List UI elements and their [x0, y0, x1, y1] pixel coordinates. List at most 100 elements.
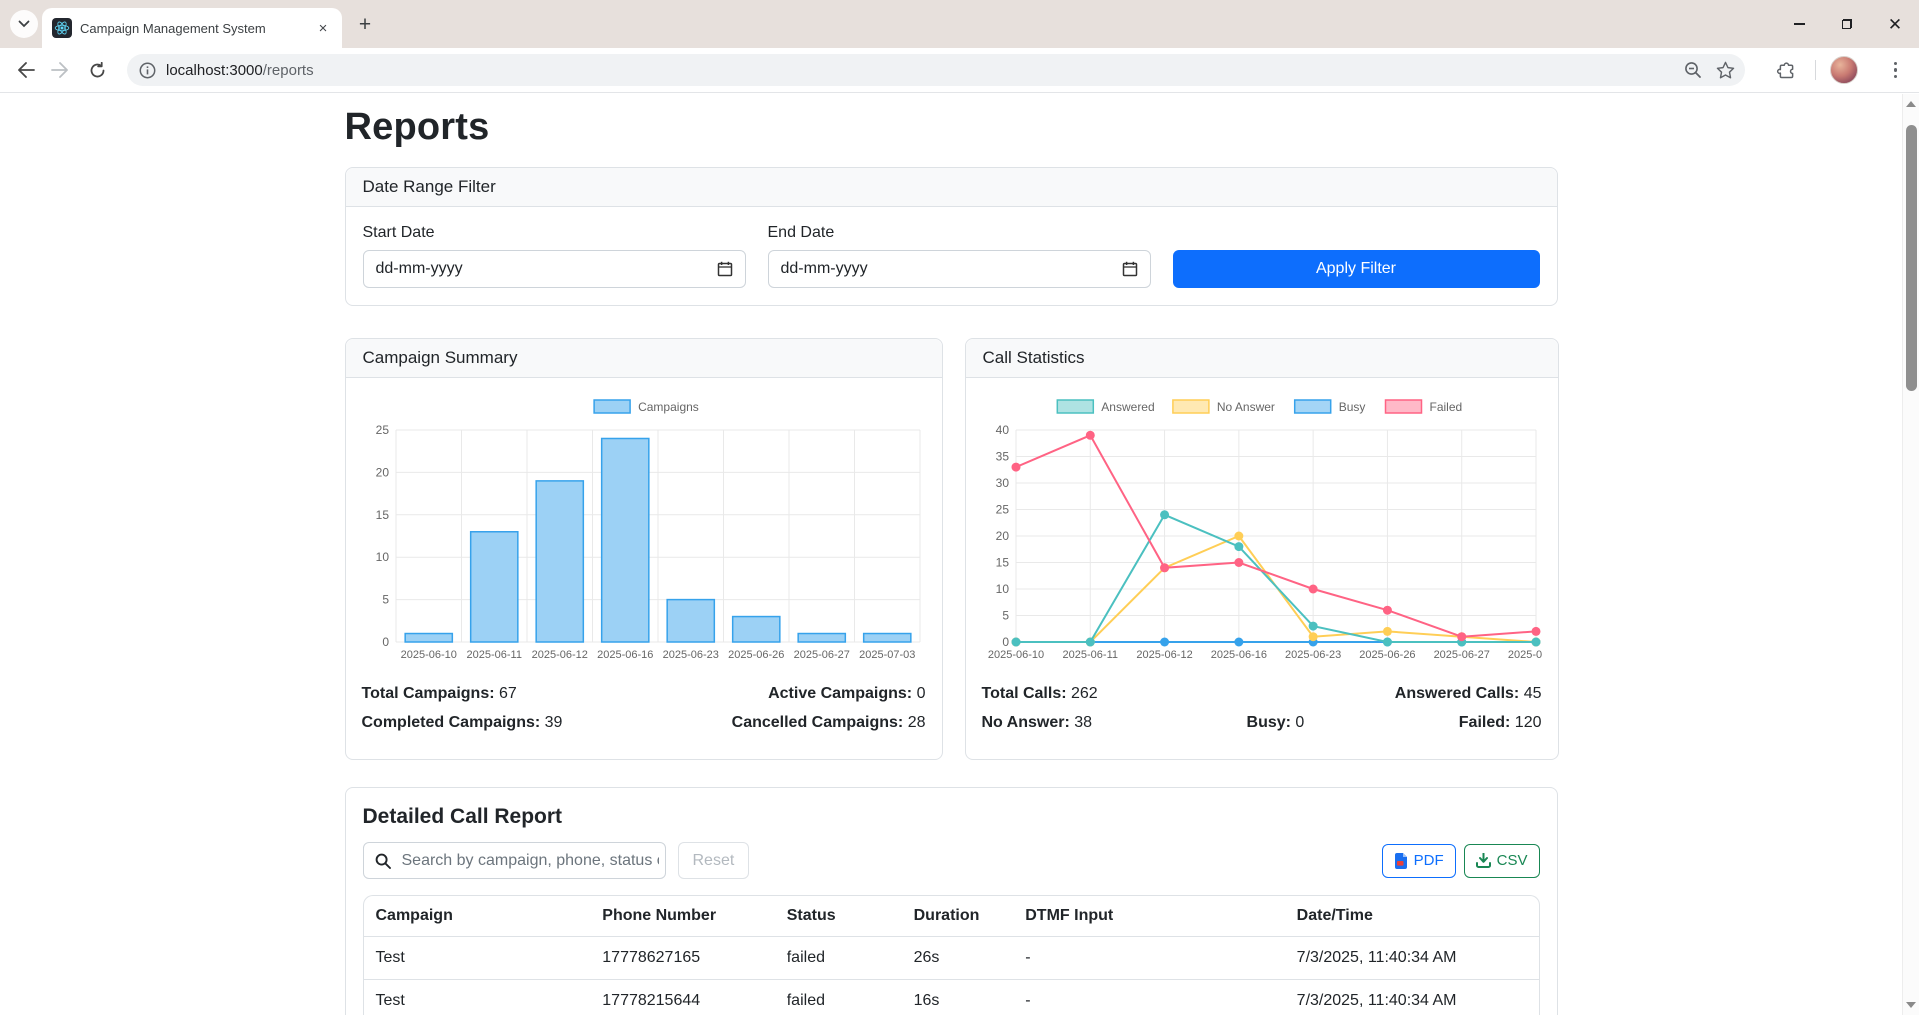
- reload-icon: [89, 62, 106, 79]
- table-header-row: CampaignPhone NumberStatusDurationDTMF I…: [364, 896, 1539, 937]
- svg-text:2025-06-16: 2025-06-16: [1210, 649, 1266, 661]
- tab-search-button[interactable]: [10, 10, 38, 38]
- browser-tab[interactable]: Campaign Management System ×: [42, 8, 342, 48]
- svg-text:2025-06-26: 2025-06-26: [728, 649, 784, 661]
- browser-menu-button[interactable]: [1890, 54, 1902, 86]
- svg-text:20: 20: [375, 465, 389, 479]
- vertical-scrollbar[interactable]: [1902, 94, 1919, 1015]
- table-header-cell: Phone Number: [590, 896, 774, 937]
- call-statistics-line-chart: AnsweredNo AnswerBusyFailed0510152025303…: [982, 394, 1542, 672]
- scrollbar-thumb[interactable]: [1906, 125, 1917, 391]
- svg-text:2025-07-03: 2025-07-03: [859, 649, 915, 661]
- back-button[interactable]: [12, 56, 40, 84]
- csv-download-icon: [1476, 853, 1491, 868]
- end-date-field: End Date dd-mm-yyyy: [768, 224, 1151, 288]
- table-header-cell: Duration: [902, 896, 1014, 937]
- address-bar-actions: [1684, 54, 1735, 86]
- forward-button[interactable]: [46, 56, 74, 84]
- table-header-cell: Status: [775, 896, 902, 937]
- table-cell: Test: [364, 937, 591, 980]
- svg-text:2025-06-10: 2025-06-10: [400, 649, 456, 661]
- stat-no-answer: No Answer: 38: [982, 714, 1093, 732]
- address-bar[interactable]: localhost:3000/reports: [127, 54, 1745, 86]
- tab-strip: Campaign Management System × + ✕: [0, 0, 1919, 48]
- reload-button[interactable]: [83, 56, 111, 84]
- extensions-button[interactable]: [1776, 54, 1797, 86]
- profile-button[interactable]: [1830, 54, 1858, 86]
- svg-text:2025-06-23: 2025-06-23: [1285, 649, 1341, 661]
- end-date-value: dd-mm-yyyy: [781, 260, 868, 278]
- table-header-cell: Date/Time: [1285, 896, 1539, 937]
- minimize-button[interactable]: [1775, 0, 1823, 48]
- react-favicon-icon: [52, 18, 72, 38]
- csv-export-button[interactable]: CSV: [1464, 844, 1540, 878]
- bookmark-star-icon[interactable]: [1716, 61, 1735, 79]
- call-statistics-card: Call Statistics AnsweredNo AnswerBusyFai…: [965, 338, 1559, 760]
- svg-text:Busy: Busy: [1338, 400, 1365, 414]
- back-icon: [17, 62, 35, 78]
- search-input[interactable]: [402, 852, 665, 870]
- search-icon: [364, 853, 402, 869]
- three-dots-menu-icon: [1890, 58, 1902, 83]
- campaign-summary-stats: Total Campaigns: 67 Active Campaigns: 0 …: [362, 685, 926, 732]
- svg-text:5: 5: [1002, 609, 1009, 623]
- close-window-button[interactable]: ✕: [1871, 0, 1919, 48]
- reset-button[interactable]: Reset: [678, 842, 750, 879]
- svg-text:Campaigns: Campaigns: [638, 400, 699, 414]
- search-group: [363, 842, 666, 879]
- table-cell: failed: [775, 937, 902, 980]
- svg-text:30: 30: [995, 476, 1009, 490]
- pdf-export-button[interactable]: PDF: [1382, 844, 1456, 878]
- report-title: Detailed Call Report: [363, 805, 1540, 829]
- url-path: /reports: [263, 62, 314, 79]
- calendar-icon[interactable]: [717, 261, 733, 277]
- stat-total-calls: Total Calls: 262: [982, 685, 1098, 703]
- apply-filter-button[interactable]: Apply Filter: [1173, 250, 1540, 288]
- table-cell: 17778627165: [590, 937, 774, 980]
- zoom-icon[interactable]: [1684, 61, 1702, 79]
- new-tab-button[interactable]: +: [352, 12, 378, 38]
- page-content: Reports Date Range Filter Start Date dd-…: [0, 94, 1902, 1015]
- svg-text:No Answer: No Answer: [1216, 400, 1274, 414]
- svg-text:20: 20: [995, 529, 1009, 543]
- chevron-down-icon: [18, 20, 30, 28]
- table-row: Test17778215644failed16s-7/3/2025, 11:40…: [364, 980, 1539, 1015]
- campaign-summary-bar-chart: Campaigns05101520252025-06-102025-06-112…: [362, 394, 926, 672]
- url-text: localhost:3000/reports: [166, 62, 314, 79]
- svg-text:25: 25: [995, 503, 1009, 517]
- tab-close-icon[interactable]: ×: [314, 19, 332, 37]
- stat-total-campaigns: Total Campaigns: 67: [362, 685, 517, 703]
- start-date-input[interactable]: dd-mm-yyyy: [363, 250, 746, 288]
- svg-text:2025-06-16: 2025-06-16: [597, 649, 653, 661]
- table-cell: 7/3/2025, 11:40:34 AM: [1285, 937, 1539, 980]
- start-date-field: Start Date dd-mm-yyyy: [363, 224, 746, 288]
- restore-icon: [1842, 19, 1852, 29]
- svg-text:2025-06-27: 2025-06-27: [793, 649, 849, 661]
- window-close-icon: ✕: [1888, 16, 1902, 33]
- svg-text:10: 10: [375, 550, 389, 564]
- svg-text:35: 35: [995, 450, 1009, 464]
- call-statistics-stats: Total Calls: 262 Answered Calls: 45 No A…: [982, 685, 1542, 732]
- filter-card-header: Date Range Filter: [346, 168, 1557, 207]
- toolbar-separator: [1815, 54, 1816, 86]
- table-header-cell: Campaign: [364, 896, 591, 937]
- stat-active-campaigns: Active Campaigns: 0: [768, 685, 925, 703]
- table-header-cell: DTMF Input: [1013, 896, 1284, 937]
- date-range-filter-card: Date Range Filter Start Date dd-mm-yyyy: [345, 167, 1558, 306]
- svg-text:10: 10: [995, 582, 1009, 596]
- scrollbar-down-arrow[interactable]: [1903, 997, 1919, 1013]
- scrollbar-up-arrow[interactable]: [1903, 96, 1919, 112]
- svg-text:25: 25: [375, 423, 389, 437]
- stat-failed: Failed: 120: [1459, 714, 1542, 732]
- site-info-icon[interactable]: [139, 62, 156, 79]
- export-buttons: PDF CSV: [1382, 844, 1540, 878]
- calendar-icon[interactable]: [1122, 261, 1138, 277]
- table-cell: -: [1013, 980, 1284, 1015]
- browser-toolbar: localhost:3000/reports: [0, 48, 1919, 93]
- report-table-wrapper: CampaignPhone NumberStatusDurationDTMF I…: [363, 895, 1540, 1015]
- maximize-button[interactable]: [1823, 0, 1871, 48]
- svg-text:2025-06-27: 2025-06-27: [1433, 649, 1489, 661]
- svg-text:2025-06-12: 2025-06-12: [531, 649, 587, 661]
- end-date-input[interactable]: dd-mm-yyyy: [768, 250, 1151, 288]
- window-controls: ✕: [1775, 0, 1919, 48]
